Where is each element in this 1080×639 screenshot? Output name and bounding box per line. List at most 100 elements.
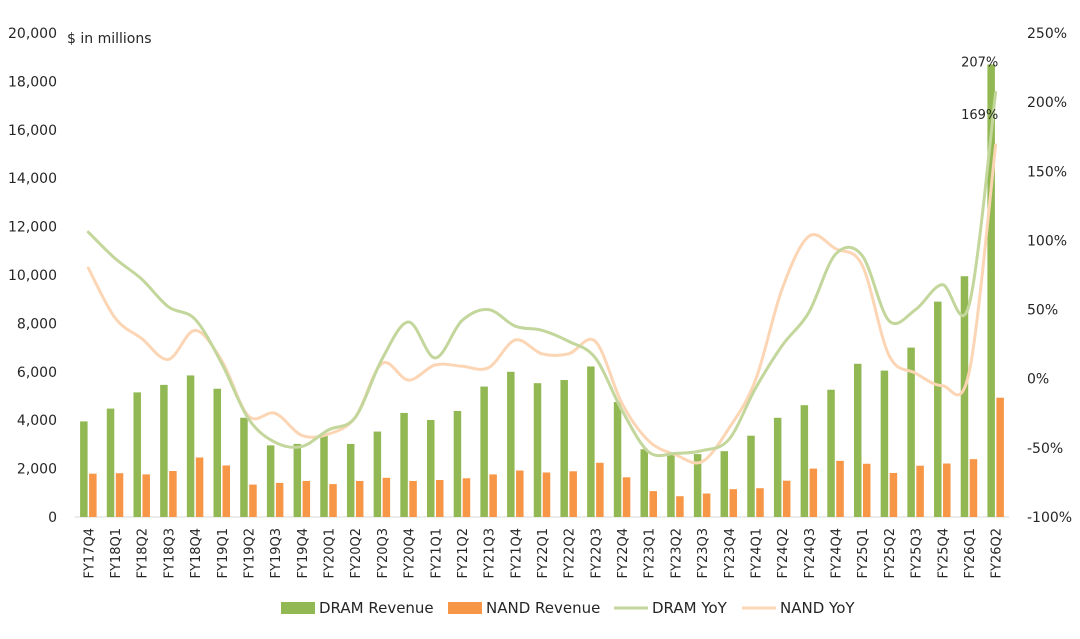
dram-revenue-bar	[400, 412, 408, 517]
dram-revenue-bar	[827, 389, 835, 517]
dram-revenue-bar	[773, 417, 782, 517]
x-tick-label: FY22Q4	[616, 528, 631, 578]
legend-label-nand-revenue: NAND Revenue	[486, 599, 600, 617]
nand-revenue-bar	[836, 460, 844, 517]
dram-revenue-bar	[560, 380, 568, 517]
dram-revenue-bar	[320, 434, 328, 517]
y-right-tick-label: 0%	[1027, 372, 1049, 388]
dram-revenue-bar	[667, 454, 675, 517]
x-tick-label: FY25Q1	[856, 528, 871, 578]
nand-revenue-bar	[649, 491, 657, 517]
y-right-tick-label: 200%	[1027, 95, 1067, 111]
x-tick-label: FY19Q2	[242, 528, 257, 578]
y-right-tick-label: -100%	[1027, 510, 1072, 526]
dram-revenue-bar	[186, 375, 195, 517]
dram-revenue-bar	[80, 421, 88, 517]
nand-revenue-bar	[569, 471, 577, 517]
nand-revenue-bar	[436, 479, 444, 517]
nand-revenue-bar	[169, 471, 177, 517]
x-tick-label: FY21Q4	[509, 528, 524, 578]
unit-label: $ in millions	[67, 31, 152, 47]
dram-revenue-bar	[720, 451, 729, 517]
y-left-tick-label: 6,000	[17, 365, 57, 381]
dram-revenue-bar	[133, 392, 141, 517]
bars-layer	[80, 64, 1004, 518]
x-tick-label: FY23Q3	[696, 528, 711, 578]
x-tick-label: FY21Q2	[456, 528, 471, 578]
dram-revenue-bar	[587, 366, 595, 517]
nand-revenue-bar	[622, 477, 631, 517]
nand-revenue-bar	[382, 477, 391, 517]
axes-layer: 0 2,000 4,000 6,000 8,000 10,000 12,000 14,000 1…	[8, 26, 1072, 578]
nand-revenue-bar	[862, 463, 871, 517]
nand-revenue-bar	[756, 488, 764, 517]
x-tick-label: FY20Q3	[376, 528, 391, 578]
dram-revenue-bar	[533, 383, 542, 517]
dram-revenue-bar	[240, 417, 248, 517]
nand-revenue-bar	[889, 472, 898, 517]
y-left-tick-label: 0	[48, 510, 57, 526]
legend-swatch-nand-revenue	[448, 602, 482, 614]
y-left-tick-label: 8,000	[17, 316, 57, 332]
y-left-tick-label: 18,000	[8, 74, 57, 90]
nand-revenue-bar	[702, 493, 711, 517]
legend-label-dram-yoy: DRAM YoY	[652, 599, 728, 617]
x-tick-label: FY22Q1	[536, 528, 551, 578]
x-tick-label: FY19Q4	[296, 528, 311, 578]
x-tick-label: FY19Q1	[216, 528, 231, 578]
x-tick-label: FY20Q1	[323, 528, 338, 578]
nand-revenue-bar	[943, 463, 951, 517]
y-right-tick-label: 100%	[1027, 233, 1067, 249]
x-tick-label: FY20Q2	[349, 528, 364, 578]
nand-revenue-bar	[195, 457, 204, 517]
x-tick-label: FY18Q2	[136, 528, 151, 578]
labels-layer: 207% 169%	[961, 55, 998, 123]
legend: DRAM Revenue NAND Revenue DRAM YoY NAND YoY	[281, 599, 855, 617]
dram-revenue-bar	[987, 64, 995, 518]
dram-revenue-bar	[507, 371, 515, 517]
dram-revenue-bar	[800, 405, 809, 517]
nand-revenue-bar	[542, 472, 551, 517]
dram-revenue-bar	[293, 443, 302, 517]
y-left-tick-label: 2,000	[17, 462, 57, 478]
x-tick-label: FY22Q3	[589, 528, 604, 578]
nand-revenue-bar	[969, 459, 978, 517]
dram-revenue-bar	[960, 276, 969, 517]
x-tick-label: FY18Q1	[109, 528, 124, 578]
nand-revenue-bar	[809, 468, 818, 517]
dram-revenue-bar	[640, 449, 648, 517]
x-tick-label: FY25Q4	[936, 528, 951, 578]
x-tick-label: FY24Q4	[830, 528, 845, 578]
legend-label-dram-revenue: DRAM Revenue	[319, 599, 434, 617]
x-tick-label: FY26Q1	[963, 528, 978, 578]
dram-revenue-bar	[613, 402, 622, 517]
dram-revenue-bar	[160, 384, 168, 517]
x-tick-label: FY21Q1	[429, 528, 444, 578]
x-tick-label: FY20Q4	[403, 528, 418, 578]
dram-revenue-bar	[693, 454, 702, 517]
nand-revenue-bar	[516, 470, 524, 517]
nand-revenue-bar	[676, 496, 684, 517]
nand-revenue-bar	[355, 480, 364, 517]
legend-swatch-dram-revenue	[281, 602, 315, 614]
dram-yoy-data-label: 207%	[961, 55, 998, 70]
x-tick-label: FY23Q1	[643, 528, 658, 578]
nand-revenue-bar	[409, 480, 417, 517]
nand-revenue-bar	[329, 484, 337, 517]
y-left-tick-label: 16,000	[8, 123, 57, 139]
nand-revenue-bar	[302, 480, 311, 517]
nand-revenue-bar	[275, 482, 284, 517]
x-tick-label: FY21Q3	[483, 528, 498, 578]
nand-revenue-bar	[142, 474, 150, 517]
x-tick-label: FY24Q3	[803, 528, 818, 578]
legend-label-nand-yoy: NAND YoY	[780, 599, 855, 617]
x-tick-label: FY22Q2	[563, 528, 578, 578]
x-tick-label: FY23Q4	[723, 528, 738, 578]
dram-revenue-bar	[480, 386, 488, 517]
nand-revenue-bar	[462, 478, 471, 517]
y-left-tick-label: 20,000	[8, 26, 57, 42]
nand-revenue-bar	[782, 480, 791, 517]
nand-revenue-bar	[115, 473, 124, 517]
